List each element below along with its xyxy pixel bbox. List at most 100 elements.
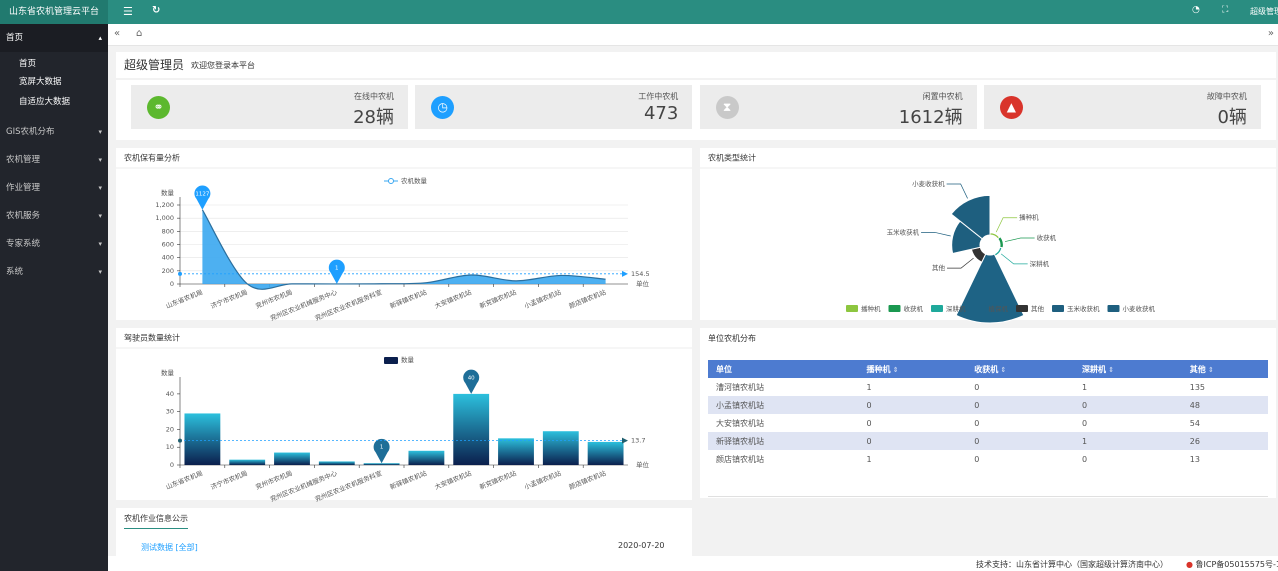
column-header[interactable]: 收获机 [966, 360, 1074, 378]
y-tick-label: 0 [170, 461, 174, 469]
table-cell: 48 [1181, 396, 1268, 414]
table-cell: 0 [1073, 396, 1182, 414]
column-header[interactable]: 深耕机 [1073, 360, 1182, 378]
legend-swatch [888, 305, 901, 312]
mark-point [463, 369, 480, 394]
y-tick-label: 600 [162, 241, 174, 249]
table-row: 大安镇农机站 0 0 0 54 [708, 414, 1268, 432]
menu-item[interactable]: 农机服务 [0, 202, 108, 230]
label-line [1004, 237, 1035, 242]
submenu-item[interactable]: 宽屏大数据 [19, 77, 62, 87]
table-row: 漕河镇农机站 1 0 1 135 [708, 378, 1268, 396]
column-header[interactable]: 其他 [1181, 360, 1268, 378]
table-cell: 0 [966, 450, 1074, 468]
icp-text[interactable]: 鲁ICP备05015575号-1 [1195, 560, 1278, 569]
table-cell: 0 [966, 432, 1074, 450]
mark-point [194, 185, 211, 210]
stat-card: ⚭ 在线中农机 28辆 [131, 85, 408, 129]
user-name[interactable]: 超级管理 [1250, 7, 1278, 16]
table-cell: 0 [1073, 414, 1182, 432]
legend-label: 其他 [1031, 304, 1045, 313]
rose-segment [993, 246, 1003, 257]
menu-item[interactable]: 作业管理 [0, 174, 108, 202]
menu-item[interactable]: 专家系统 [0, 230, 108, 258]
theme-icon[interactable]: ◔ [1192, 5, 1200, 15]
rose-segment [955, 253, 1025, 324]
tab-bar: « ⌂ » [108, 24, 1278, 46]
segment-label: 玉米收获机 [887, 227, 920, 236]
x-tick-label: 新兖镇农机站 [478, 287, 518, 310]
stat-card: ◷ 工作中农机 473 [415, 85, 693, 129]
submenu-item[interactable]: 首页 [19, 59, 37, 69]
table-row: 颜店镇农机站 1 0 0 13 [708, 450, 1268, 468]
y-tick-label: 1,000 [155, 214, 174, 222]
tab-home[interactable]: ⌂ [136, 28, 143, 39]
menu-toggle[interactable]: ☰ [123, 5, 133, 18]
menu-item[interactable]: 农机管理 [0, 146, 108, 174]
stat-value: 1612辆 [898, 107, 963, 128]
menu-item[interactable]: GIS农机分布 [0, 118, 108, 146]
column-header[interactable]: 播种机 [858, 360, 967, 378]
bar [498, 438, 534, 465]
notice-panel: 农机作业信息公示 测试数据 [全部] 2020-07-20 [116, 508, 692, 556]
menu-item[interactable]: 系统 [0, 258, 108, 286]
stat-icon: ◷ [431, 96, 455, 119]
bar [587, 441, 624, 465]
welcome-title: 超级管理员 [124, 58, 185, 72]
y-tick-label: 10 [166, 443, 174, 451]
segment-label: 收获机 [1037, 233, 1057, 242]
bar [363, 463, 400, 465]
table-cell: 13 [1181, 450, 1268, 468]
table-cell: 0 [966, 378, 1074, 396]
average-label: 13.7 [631, 437, 645, 445]
x-tick-label: 大安镇农机站 [433, 287, 473, 310]
legend-label: 数量 [401, 355, 415, 364]
table-cell: 0 [858, 396, 967, 414]
rose-segment [997, 235, 1004, 249]
welcome-subtitle: 欢迎您登录本平台 [191, 61, 255, 70]
bar [453, 393, 490, 465]
y-tick-label: 1,200 [155, 201, 174, 209]
refresh[interactable]: ↻ [152, 5, 161, 16]
chart-title: 农机类型统计 [708, 153, 756, 163]
chart-title: 驾驶员数量统计 [124, 333, 180, 343]
mark-point-label: 40 [468, 375, 475, 381]
tab-right[interactable]: » [1267, 28, 1274, 39]
tab-left[interactable]: « [114, 28, 121, 39]
chart-title: 农机保有量分析 [124, 153, 180, 163]
legend-swatch [1016, 305, 1028, 312]
mark-point-label: 1 [335, 265, 339, 271]
menu-item[interactable]: 首页 [0, 24, 108, 52]
rose-segment [950, 194, 991, 240]
bar [274, 452, 310, 465]
y-tick-label: 20 [166, 425, 174, 433]
notice-link[interactable]: 测试数据 [全部] [141, 543, 198, 552]
stat-value: 28辆 [353, 107, 394, 128]
notice-title: 农机作业信息公示 [124, 513, 188, 529]
stat-label: 闲置中农机 [922, 92, 963, 101]
legend-label: 深耕机 [946, 304, 966, 313]
x-tick-label: 山东省农机局 [164, 468, 204, 491]
average-label: 154.5 [631, 270, 650, 278]
segment-label: 播种机 [1019, 213, 1039, 222]
segment-label: 小麦收获机 [912, 179, 945, 188]
table-cell: 小孟镇农机站 [708, 396, 859, 414]
label-line [947, 257, 974, 269]
x-tick-label: 小孟镇农机站 [523, 287, 563, 310]
table-cell: 新驿镇农机站 [708, 432, 859, 450]
submenu-item[interactable]: 自适应大数据 [19, 97, 71, 107]
sidebar: 山东省农机管理云平台 首页首页宽屏大数据自适应大数据GIS农机分布农机管理作业管… [0, 0, 108, 571]
y-tick-label: 200 [162, 267, 174, 275]
icp[interactable]: ● 鲁ICP备05015575号-1 [1186, 559, 1278, 570]
table-cell: 26 [1181, 432, 1268, 450]
table-cell: 1 [858, 450, 967, 468]
x-tick-label: 济宁市农机局 [209, 287, 249, 310]
average-arrow [622, 270, 628, 277]
mark-point-label: 1127 [195, 191, 209, 197]
y-tick-label: 40 [166, 390, 174, 398]
x-tick-label: 山东省农机局 [164, 287, 204, 310]
x-tick-label: 颜店镇农机站 [568, 287, 608, 310]
mark-point [328, 259, 345, 284]
x-tick-label: 颜店镇农机站 [568, 468, 608, 491]
fullscreen-icon[interactable]: ⛶ [1222, 5, 1229, 15]
